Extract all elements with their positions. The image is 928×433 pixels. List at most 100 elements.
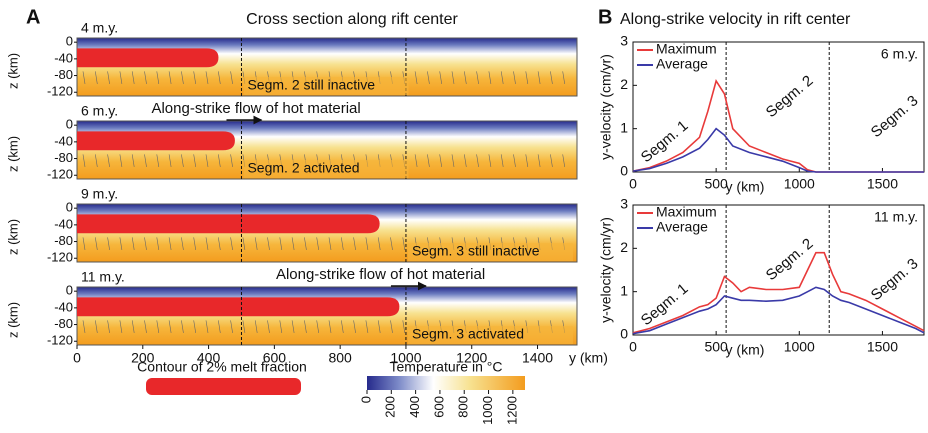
y-tick-label: 0 — [66, 283, 73, 298]
y-tick-label: 0 — [66, 34, 73, 49]
y-tick-label: 3 — [620, 33, 628, 49]
flow-vector — [488, 154, 492, 167]
flow-vector — [414, 71, 418, 84]
y-tick-label: 1 — [620, 119, 628, 135]
x-tick-label: 500 — [704, 176, 728, 192]
x-tick-label: 400 — [197, 350, 221, 366]
flow-label: Along-strike flow of hot material — [276, 266, 485, 283]
flow-vector — [230, 154, 233, 167]
flow-vector — [254, 237, 258, 250]
flow-vector — [181, 71, 184, 84]
flow-vector — [156, 237, 160, 250]
flow-vector — [119, 237, 123, 250]
flow-vector — [205, 320, 209, 333]
y-tick-label: 2 — [620, 76, 628, 92]
segment-label: Segm. 3 — [868, 92, 922, 141]
flow-vector — [525, 154, 529, 167]
segment-label: Segm. 1 — [638, 280, 692, 329]
flow-vector — [439, 154, 442, 167]
flow-vector — [476, 71, 479, 84]
flow-vector — [377, 320, 381, 333]
y-axis-label: z (km) — [5, 302, 20, 338]
colorbar-tick-label: 800 — [456, 396, 471, 418]
flow-vector — [550, 71, 553, 84]
melt-region — [77, 297, 400, 317]
series-line — [632, 251, 925, 334]
panel-label: B — [598, 6, 612, 28]
x-tick-label: 600 — [263, 350, 287, 366]
flow-vector — [390, 320, 393, 333]
flow-vector — [500, 154, 504, 167]
flow-vector — [82, 154, 86, 167]
x-tick-label: 1500 — [867, 176, 898, 192]
flow-vector — [218, 320, 221, 333]
flow-vector — [205, 154, 209, 167]
segment-label: Segm. 1 — [638, 117, 692, 166]
time-label: 9 m.y. — [81, 186, 118, 202]
y-tick-label: -80 — [54, 316, 73, 331]
melt-region — [77, 48, 219, 68]
flow-vector — [131, 71, 135, 84]
y-tick-label: -120 — [47, 250, 73, 265]
flow-vector — [439, 71, 442, 84]
legend-label: Contour of 2% melt fraction — [137, 359, 307, 375]
flow-vector — [144, 320, 147, 333]
flow-vector — [390, 237, 393, 250]
flow-vector — [168, 71, 172, 84]
colorbar-tick-label: 400 — [407, 396, 422, 418]
x-tick-label: 1000 — [390, 350, 421, 366]
flow-vector — [119, 320, 123, 333]
panel-label: A — [26, 6, 40, 28]
y-tick-label: -40 — [54, 133, 73, 148]
y-tick-label: 1 — [620, 282, 628, 298]
flow-vector — [328, 237, 332, 250]
x-tick-label: 1000 — [784, 339, 815, 355]
flow-vector — [230, 237, 233, 250]
segment-label: Segm. 2 — [763, 235, 817, 284]
flow-vector — [181, 320, 184, 333]
y-tick-label: 3 — [620, 196, 628, 212]
x-tick-label: 1000 — [784, 176, 815, 192]
y-tick-label: -120 — [47, 167, 73, 182]
flow-vector — [119, 154, 123, 167]
flow-vector — [193, 154, 196, 167]
flow-vector — [107, 320, 110, 333]
y-tick-label: -40 — [54, 299, 73, 314]
y-axis-label: z (km) — [5, 219, 20, 255]
colorbar-tick-label: 200 — [383, 396, 398, 418]
flow-vector — [156, 71, 160, 84]
y-tick-label: 2 — [620, 239, 628, 255]
flow-vector — [107, 237, 110, 250]
flow-vector — [500, 71, 504, 84]
flow-vector — [550, 154, 553, 167]
x-tick-label: 0 — [629, 339, 637, 355]
flow-vector — [242, 320, 246, 333]
flow-vector — [402, 237, 406, 250]
flow-vector — [365, 320, 369, 333]
annotation: Segm. 2 still inactive — [247, 77, 375, 93]
flow-vector — [279, 320, 283, 333]
flow-vector — [230, 71, 233, 84]
flow-vector — [341, 237, 344, 250]
flow-vector — [193, 237, 196, 250]
x-axis-label: y (km) — [569, 350, 608, 366]
flow-vector — [488, 71, 492, 84]
time-label: 4 m.y. — [81, 20, 118, 36]
flow-vector — [464, 154, 467, 167]
flow-vector — [144, 71, 147, 84]
flow-vector — [513, 71, 516, 84]
flow-vector — [156, 320, 160, 333]
melt-region — [77, 214, 380, 234]
colorbar-title: Temperature in °C — [390, 359, 503, 375]
flow-vector — [304, 237, 307, 250]
flow-vector — [205, 71, 209, 84]
flow-vector — [291, 237, 295, 250]
y-tick-label: -80 — [54, 67, 73, 82]
flow-vector — [131, 320, 135, 333]
colorbar-tick-label: 1200 — [504, 396, 519, 425]
flow-vector — [341, 320, 344, 333]
flow-vector — [513, 154, 516, 167]
y-axis-label: z (km) — [5, 136, 20, 172]
colorbar — [367, 376, 525, 390]
